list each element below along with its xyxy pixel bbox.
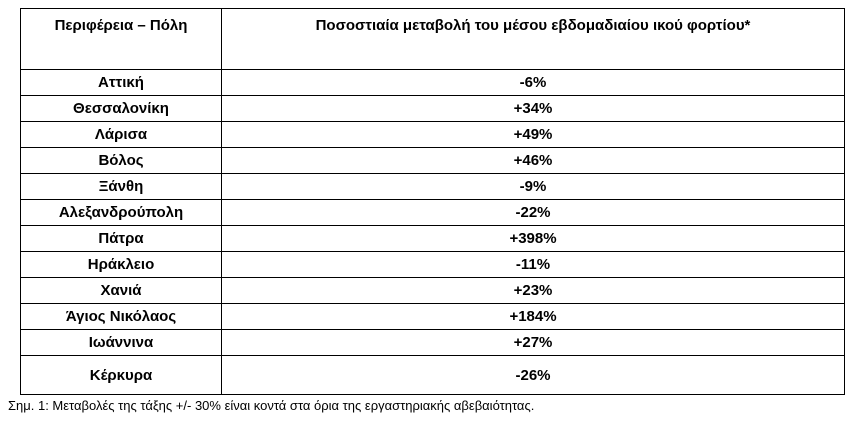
change-cell: +46% xyxy=(221,147,845,174)
change-cell: +184% xyxy=(221,303,845,330)
footnote: Σημ. 1: Μεταβολές της τάξης +/- 30% είνα… xyxy=(8,398,535,413)
change-cell: -6% xyxy=(221,69,845,96)
table-row: Ξάνθη -9% xyxy=(20,173,845,200)
table-row: Θεσσαλονίκη +34% xyxy=(20,95,845,122)
table-row: Ιωάννινα +27% xyxy=(20,329,845,356)
change-cell: +398% xyxy=(221,225,845,252)
region-cell: Άγιος Νικόλαος xyxy=(20,303,222,330)
change-cell: +34% xyxy=(221,95,845,122)
region-cell: Ξάνθη xyxy=(20,173,222,200)
table-row: Αττική -6% xyxy=(20,69,845,96)
table-row: Άγιος Νικόλαος +184% xyxy=(20,303,845,330)
table-body: Αττική -6% Θεσσαλονίκη +34% Λάρισα +49% Βόλος +… xyxy=(20,69,845,395)
region-cell: Λάρισα xyxy=(20,121,222,148)
table-row: Αλεξανδρούπολη -22% xyxy=(20,199,845,226)
region-cell: Βόλος xyxy=(20,147,222,174)
region-cell: Αττική xyxy=(20,69,222,96)
table-row: Ηράκλειο -11% xyxy=(20,251,845,278)
header-cell: Περιφέρεια – Πόλη xyxy=(20,8,222,70)
region-cell: Ιωάννινα xyxy=(20,329,222,356)
change-cell: +27% xyxy=(221,329,845,356)
change-cell: -9% xyxy=(221,173,845,200)
data-table: Περιφέρεια – Πόλη Ποσοστιαία μεταβολή το… xyxy=(20,8,845,395)
region-cell: Ηράκλειο xyxy=(20,251,222,278)
change-cell: -26% xyxy=(221,355,845,395)
region-cell: Κέρκυρα xyxy=(20,355,222,395)
change-cell: +49% xyxy=(221,121,845,148)
table-row: Χανιά +23% xyxy=(20,277,845,304)
header-row: Περιφέρεια – Πόλη Ποσοστιαία μεταβολή το… xyxy=(20,8,845,70)
region-cell: Θεσσαλονίκη xyxy=(20,95,222,122)
table-row: Βόλος +46% xyxy=(20,147,845,174)
table-row: Λάρισα +49% xyxy=(20,121,845,148)
table-row: Κέρκυρα -26% xyxy=(20,355,845,395)
region-cell: Χανιά xyxy=(20,277,222,304)
change-cell: -22% xyxy=(221,199,845,226)
header-cell: Ποσοστιαία μεταβολή του μέσου εβδομαδιαί… xyxy=(221,8,845,70)
change-cell: -11% xyxy=(221,251,845,278)
region-cell: Αλεξανδρούπολη xyxy=(20,199,222,226)
change-cell: +23% xyxy=(221,277,845,304)
table-row: Πάτρα +398% xyxy=(20,225,845,252)
region-cell: Πάτρα xyxy=(20,225,222,252)
